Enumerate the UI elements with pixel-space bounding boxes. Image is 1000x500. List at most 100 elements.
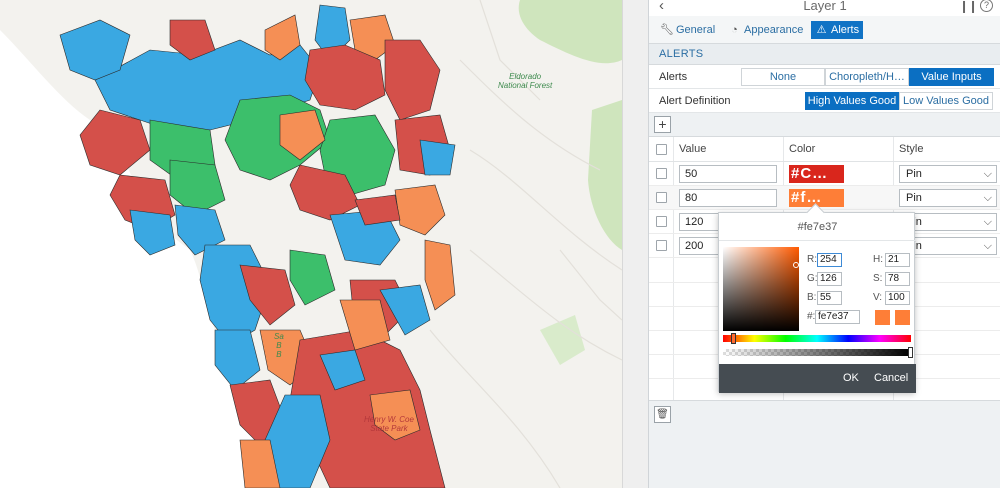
value-input[interactable]: 50: [679, 165, 777, 183]
row-checkbox[interactable]: [656, 216, 667, 227]
red-input[interactable]: 254: [817, 253, 842, 267]
blue-input[interactable]: 55: [817, 291, 842, 305]
saturation-input[interactable]: 78: [885, 272, 910, 286]
table-row[interactable]: 50 #C… Pin ⌵: [649, 162, 1000, 186]
region[interactable]: [264, 14, 301, 61]
value-label: V:: [873, 292, 883, 303]
trash-icon: 🗑︎: [656, 409, 669, 420]
chevron-down-icon: ⌵: [983, 168, 992, 180]
tab-alerts[interactable]: ⚠ Alerts: [811, 21, 864, 39]
forest-area: [588, 100, 622, 250]
park-map-label-south: Henry W. Coe State Park: [364, 415, 414, 433]
region[interactable]: [79, 109, 151, 176]
region[interactable]: [394, 184, 446, 236]
forest-map-label: Eldorado National Forest: [498, 72, 553, 90]
choropleth-map[interactable]: Eldorado National Forest Sa B B Henry W.…: [0, 0, 622, 488]
style-select[interactable]: Pin ⌵: [899, 165, 997, 183]
green-input[interactable]: 126: [817, 272, 842, 286]
region[interactable]: [369, 389, 421, 441]
ok-button[interactable]: OK: [843, 372, 859, 384]
region[interactable]: [129, 209, 176, 256]
region[interactable]: [384, 39, 441, 121]
region[interactable]: [289, 164, 361, 221]
hue-label: H:: [873, 254, 883, 265]
value-input[interactable]: 80: [679, 189, 777, 207]
delete-row-button[interactable]: 🗑︎: [654, 406, 671, 423]
color-picker-footer: OK Cancel: [719, 364, 916, 393]
help-button[interactable]: ?: [980, 0, 993, 12]
grid-bottom-toolbar: 🗑︎: [649, 400, 1000, 428]
tab-general[interactable]: 🔧︎ General: [656, 21, 719, 39]
wrench-icon: 🔧︎: [660, 24, 674, 36]
row-checkbox[interactable]: [656, 240, 667, 251]
chevron-down-icon: ⌵: [983, 216, 992, 228]
alpha-slider-handle[interactable]: [908, 347, 913, 358]
color-picker-popup: #fe7e37 R: 254 G: 126 B: 55 H: 21 S: 78 …: [718, 212, 916, 393]
region[interactable]: [304, 44, 386, 111]
region[interactable]: [419, 139, 456, 176]
color-swatch[interactable]: #C…: [789, 165, 844, 183]
region[interactable]: [424, 239, 456, 311]
region[interactable]: [319, 349, 366, 391]
back-button[interactable]: ‹: [659, 0, 673, 14]
pause-button[interactable]: ❙❙: [959, 0, 978, 13]
original-color-preview[interactable]: [895, 310, 910, 325]
saturation-value-handle[interactable]: [793, 262, 799, 268]
color-swatch[interactable]: #f…: [789, 189, 844, 207]
style-select[interactable]: Pin ⌵: [899, 189, 997, 207]
chevron-down-icon: ⌵: [983, 192, 992, 204]
value-channel-input[interactable]: 100: [885, 291, 910, 305]
saturation-value-field[interactable]: [723, 247, 799, 331]
chevron-left-icon: ‹: [659, 0, 664, 14]
chevron-down-icon: ⌵: [983, 240, 992, 252]
alerts-option-value-inputs[interactable]: Value Inputs: [909, 68, 994, 86]
high-values-good-button[interactable]: High Values Good: [805, 92, 899, 110]
low-values-good-button[interactable]: Low Values Good: [899, 92, 993, 110]
column-header-style: Style: [899, 143, 924, 155]
region[interactable]: [59, 19, 131, 81]
style-select[interactable]: Pin⌵: [899, 213, 997, 231]
forest-area: [540, 315, 585, 365]
row-checkbox[interactable]: [656, 192, 667, 203]
column-header-color: Color: [789, 143, 816, 155]
row-checkbox[interactable]: [656, 168, 667, 179]
style-select-value: Pin: [906, 168, 922, 180]
add-row-button[interactable]: +: [654, 116, 671, 133]
panel-splitter[interactable]: [622, 0, 648, 488]
tab-appearance[interactable]: ◔ Appearance: [724, 21, 807, 39]
region[interactable]: [169, 159, 226, 216]
alerts-label: Alerts: [659, 71, 688, 83]
region[interactable]: [339, 299, 391, 351]
hex-input[interactable]: fe7e37: [815, 310, 860, 324]
hue-slider-handle[interactable]: [731, 333, 736, 344]
select-all-checkbox[interactable]: [656, 144, 667, 155]
hue-slider[interactable]: [723, 335, 911, 342]
hex-label: #:: [807, 311, 816, 322]
alerts-option-none[interactable]: None: [741, 68, 825, 86]
region-polygons[interactable]: [59, 4, 456, 488]
region[interactable]: [239, 439, 281, 488]
hue-input[interactable]: 21: [885, 253, 910, 267]
region[interactable]: [214, 329, 261, 391]
panel-tabs: 🔧︎ General ◔ Appearance ⚠ Alerts: [649, 16, 1000, 44]
alerts-option-choropleth[interactable]: Choropleth/H…: [825, 68, 909, 86]
saturation-label: S:: [873, 273, 883, 284]
region[interactable]: [279, 109, 326, 161]
plus-icon: +: [658, 116, 667, 132]
cancel-button[interactable]: Cancel: [874, 372, 909, 384]
alpha-slider[interactable]: [723, 349, 911, 356]
style-select-value: Pin: [906, 192, 922, 204]
map-canvas[interactable]: [0, 0, 622, 488]
table-row[interactable]: 80 #f… Pin ⌵: [649, 186, 1000, 210]
pause-icon: ❙❙: [959, 0, 978, 13]
region[interactable]: [239, 264, 296, 326]
grid-header: Value Color Style: [649, 137, 1000, 162]
bottom-strip: [0, 488, 1000, 500]
region[interactable]: [354, 194, 401, 226]
panel-header: ‹ Layer 1 ❙❙ ?: [649, 0, 1000, 16]
color-picker-title: #fe7e37: [797, 221, 838, 233]
region[interactable]: [169, 19, 216, 61]
region[interactable]: [289, 249, 336, 306]
region[interactable]: [379, 284, 431, 336]
park-map-label: Sa B B: [274, 332, 284, 359]
